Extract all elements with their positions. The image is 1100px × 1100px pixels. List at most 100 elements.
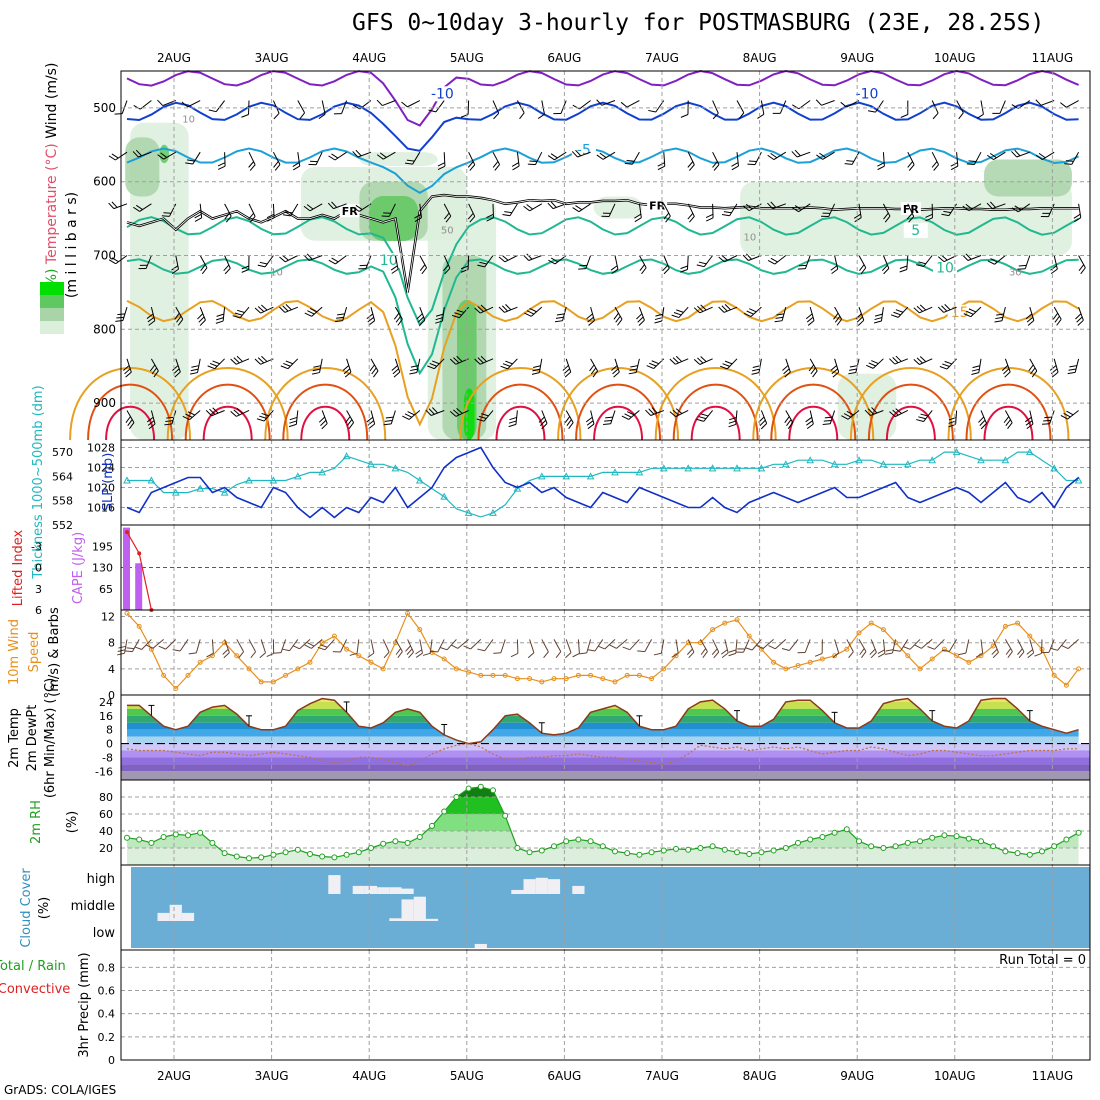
slp-y-tick: 1020 [87,482,115,495]
rh-band [127,797,1079,814]
barb-staff [1053,255,1058,270]
barb-flag [562,365,569,371]
barb-flag [927,646,935,650]
rh-point [965,835,972,842]
barb-staff [629,639,640,651]
barb-flag [867,408,874,415]
barb-flag [431,360,440,365]
barb-flag [700,356,707,363]
barb-staff [528,255,542,261]
barb-flag [808,364,815,372]
barb-flag [1063,412,1071,418]
barb-flag [624,413,632,418]
barb-flag [687,161,694,168]
wind-barb [502,203,518,217]
wind-barb [1040,203,1055,218]
barb-staff [956,100,964,114]
wind-barb [230,355,250,365]
barb-flag [397,651,403,658]
barb-staff [616,639,628,649]
barb-flag [373,370,379,378]
barb-flag [335,320,343,323]
rh-point [124,834,130,841]
cloud-cover-middle-cell [401,899,414,921]
rh-point [380,840,387,847]
barb-flag [806,423,814,430]
surface-wind-barb [1060,639,1079,650]
barb-flag [1065,160,1074,162]
wind-barb [1078,255,1086,275]
barb-staff [175,255,179,270]
wind-barb [1064,151,1080,165]
precip-ylabel: 3hr Precip (mm) [77,952,92,1057]
rh-point [197,829,204,836]
temperature-contour-label: -5 [577,142,591,158]
barb-flag [366,313,374,320]
barb-flag [564,416,571,423]
thickness-marker [928,456,937,464]
barb-flag [416,313,423,320]
wind-speed-point [234,653,240,659]
barb-flag [124,650,133,653]
barb-flag [320,419,327,426]
barb-flag [991,648,998,655]
barb-flag [125,416,131,423]
x-tick-top: 2AUG [157,51,191,65]
barb-flag [124,368,131,375]
barb-flag [856,316,863,323]
rh-point [319,853,326,860]
barb-flag [181,101,189,108]
barb-flag [248,161,254,168]
wind-speed-point [466,669,472,675]
barb-staff [530,306,543,317]
barb-staff [1004,358,1011,373]
barb-flag [830,365,837,371]
surface-wind-barb [941,639,958,652]
rh-point [355,849,362,856]
barb-staff [1018,100,1031,109]
barb-flag [693,358,701,365]
barb-flag [232,315,241,319]
rh-shading [984,159,1072,197]
barb-flag [794,149,801,157]
thickness-y-tick: 570 [52,446,73,459]
barb-flag [834,315,841,323]
barb-flag [908,216,915,223]
surface-wind-barb [124,639,140,653]
barb-staff [541,100,545,115]
wind-barb [830,358,840,378]
wind-speed-point [868,620,874,626]
barb-flag [568,422,574,430]
barb-staff [370,358,379,372]
barb-flag [151,367,158,375]
barb-staff [577,639,580,654]
barb-flag [721,305,728,312]
barb-flag [477,264,485,268]
surface-wind-barb [273,639,287,654]
wind-barb [899,255,909,273]
surface-wind-barb [332,639,348,653]
barb-staff [311,639,323,649]
surface-wind-barb [450,639,469,649]
barb-staff [211,410,225,417]
barb-flag [366,416,374,423]
wind-barb [654,307,665,324]
temperature-contour [126,258,1079,376]
wind-barb [328,151,347,161]
barb-staff [729,203,738,216]
rh-point [831,829,838,836]
temperature-band [121,757,1090,765]
barb-flag [428,408,435,415]
barb-flag [1024,416,1032,423]
wind-barb [248,151,256,171]
barb-flag [132,151,139,158]
rh-point [172,831,179,838]
rh-point [368,845,374,851]
barb-flag [889,358,896,365]
barb-flag [307,642,315,647]
wind-speed-point [856,630,862,636]
barb-flag [572,652,580,658]
barb-staff [224,203,232,217]
barb-flag [292,165,301,171]
rh-contour-label: 10 [270,267,283,278]
